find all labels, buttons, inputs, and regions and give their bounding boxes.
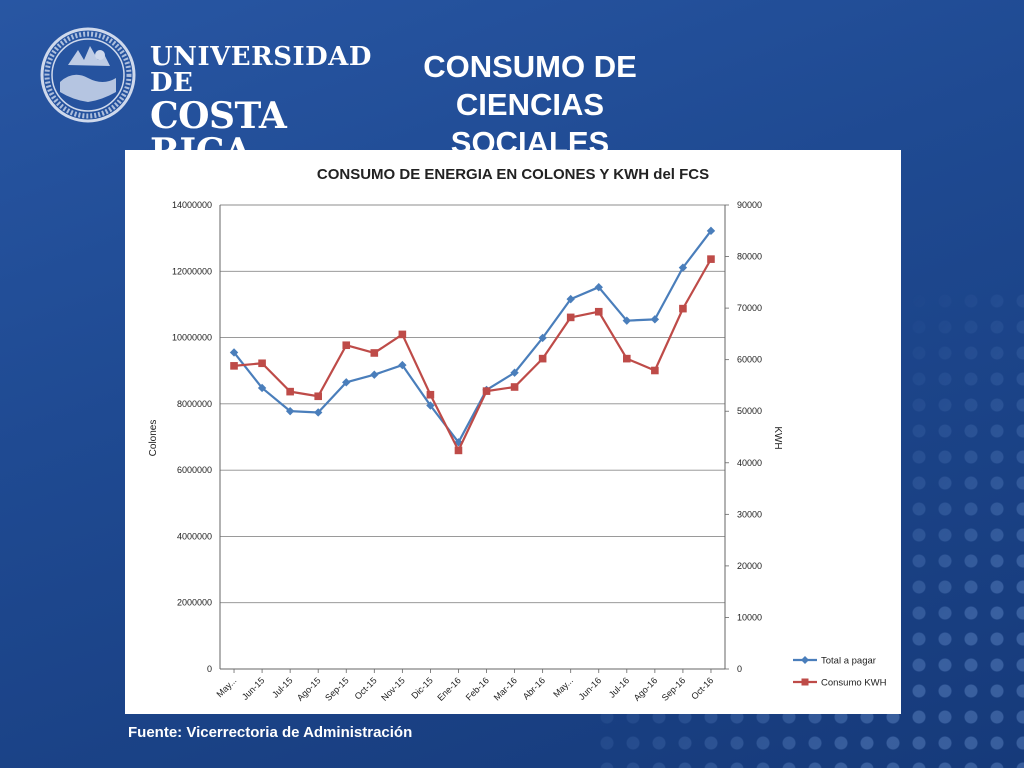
data-point <box>426 390 435 399</box>
legend-label-2: Consumo KWH <box>821 678 887 689</box>
data-point <box>538 333 547 343</box>
x-tick-label: Feb-16 <box>464 675 491 702</box>
y2-axis-label: KWH <box>772 426 783 449</box>
data-point <box>594 282 603 292</box>
y-tick-label: 14000000 <box>172 200 212 210</box>
legend-label-1: Total a pagar <box>821 656 876 667</box>
chart-title: CONSUMO DE ENERGIA EN COLONES Y KWH del … <box>317 166 709 183</box>
y-tick-label: 2000000 <box>177 598 212 608</box>
energy-chart: CONSUMO DE ENERGIA EN COLONES Y KWH del … <box>148 166 887 703</box>
data-point <box>707 255 715 263</box>
x-tick-label: Ago-16 <box>632 675 660 703</box>
chart-panel: CONSUMO DE ENERGIA EN COLONES Y KWH del … <box>125 150 901 714</box>
data-point <box>594 307 603 316</box>
x-tick-label: Jun-16 <box>577 675 604 702</box>
x-tick-label: Ago-15 <box>295 675 323 703</box>
plot-area: 0 2000000 4000000 6000000 8000000 10000000 120… <box>172 200 887 703</box>
data-point <box>370 370 379 379</box>
x-tick-label: Jul-16 <box>607 675 631 699</box>
university-seal-icon <box>40 27 136 123</box>
legend-marker-2 <box>801 678 809 686</box>
y2-tick-label: 70000 <box>737 303 762 313</box>
x-tick-label: Nov-15 <box>379 675 407 703</box>
y2-tick-label: 30000 <box>737 509 762 519</box>
y2-tick-label: 10000 <box>737 612 762 622</box>
x-tick-label: Mar-16 <box>492 675 519 702</box>
x-tick-label: May... <box>215 675 239 699</box>
logo-line1: UNIVERSIDAD DE <box>150 42 372 98</box>
y-tick-label: 4000000 <box>177 531 212 541</box>
data-point <box>230 362 238 370</box>
data-point <box>342 378 351 387</box>
data-point <box>651 366 659 375</box>
y-tick-label: 0 <box>207 664 212 674</box>
x-tick-label: Oct-16 <box>689 675 715 701</box>
data-point <box>398 360 407 370</box>
source-note: Fuente: Vicerrectoria de Administración <box>128 724 413 741</box>
data-point <box>426 401 435 410</box>
data-point <box>342 341 351 350</box>
data-point <box>454 446 463 455</box>
data-point <box>314 392 322 401</box>
x-tick-label: Abr-16 <box>521 675 547 701</box>
data-point <box>650 315 660 324</box>
data-point <box>398 330 407 339</box>
x-tick-label: Dic-15 <box>409 675 434 700</box>
x-tick-label: Ene-16 <box>435 675 463 703</box>
y-tick-label: 6000000 <box>177 465 212 475</box>
y-tick-label: 8000000 <box>177 399 212 409</box>
data-point <box>510 383 519 391</box>
data-point <box>622 316 632 325</box>
data-point <box>566 313 575 322</box>
data-point <box>370 349 379 357</box>
data-point <box>229 348 239 357</box>
data-point <box>623 354 631 363</box>
data-point <box>482 387 491 395</box>
y2-tick-label: 40000 <box>737 458 762 468</box>
y2-tick-label: 80000 <box>737 252 762 262</box>
data-point <box>566 294 575 304</box>
y2-tick-label: 60000 <box>737 355 762 365</box>
x-tick-label: Jul-15 <box>270 675 294 699</box>
y-tick-label: 12000000 <box>172 266 212 276</box>
slide-title: CONSUMO DE CIENCIAS SOCIALES <box>360 48 700 162</box>
y2-tick-label: 20000 <box>737 561 762 571</box>
y2-tick-label: 0 <box>737 664 742 674</box>
x-tick-label: Jun-15 <box>240 675 267 702</box>
x-tick-label: Sep-15 <box>323 675 351 703</box>
data-point <box>679 304 687 313</box>
x-tick-label: May... <box>551 675 575 699</box>
series-line-1 <box>233 230 712 444</box>
data-point <box>706 226 716 236</box>
university-logo: UNIVERSIDAD DE COSTA RICA <box>38 20 371 170</box>
y-axis-label: Colones <box>148 420 159 457</box>
data-point <box>257 383 267 393</box>
data-point <box>286 387 294 396</box>
legend-marker-1 <box>801 656 809 664</box>
slide-title-line1: CONSUMO DE CIENCIAS <box>423 49 637 122</box>
data-point <box>538 354 547 363</box>
y2-tick-label: 90000 <box>737 200 762 210</box>
x-tick-label: Sep-16 <box>660 675 688 703</box>
series-line-2 <box>233 258 712 452</box>
y2-tick-label: 50000 <box>737 406 762 416</box>
x-tick-label: Oct-15 <box>353 675 379 701</box>
data-point <box>258 359 266 368</box>
y-tick-label: 10000000 <box>172 333 212 343</box>
data-point <box>678 263 688 272</box>
data-point <box>313 408 323 417</box>
